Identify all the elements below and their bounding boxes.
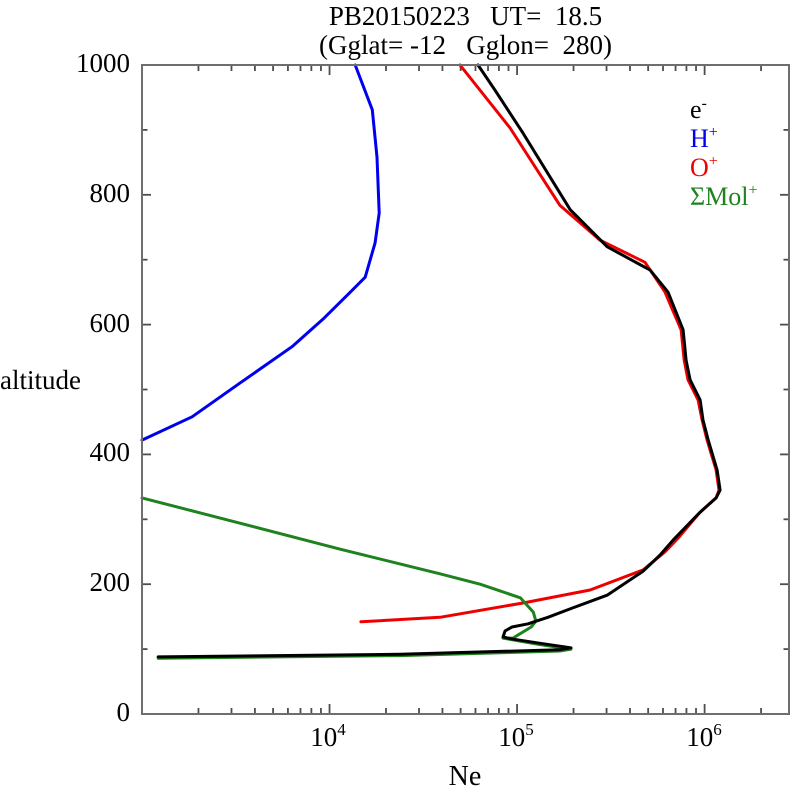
- legend-entry-hydrogen-ion: H+: [690, 124, 718, 153]
- y-tick-label-400: 400: [89, 437, 131, 467]
- y-axis-title: altitude: [0, 365, 81, 395]
- curve-molecular-ions: [140, 496, 573, 660]
- chart-title: PB20150223 UT= 18.5: [328, 1, 603, 31]
- y-tick-label-800: 800: [89, 178, 131, 208]
- x-tick-label-1e6: 106: [686, 720, 722, 752]
- y-tick-label-0: 0: [116, 697, 131, 727]
- data-curves: [140, 63, 722, 660]
- x-tick-label-1e4: 104: [310, 720, 346, 752]
- y-tick-label-600: 600: [89, 308, 131, 338]
- x-axis-title: Ne: [448, 761, 482, 792]
- chart-subtitle: (Gglat= -12 Gglon= 280): [319, 30, 612, 60]
- y-tick-label-200: 200: [89, 567, 131, 597]
- curve-oxygen-ion: [359, 63, 721, 624]
- curve-electron: [156, 63, 722, 659]
- curve-hydrogen-ion: [140, 63, 381, 442]
- plot-frame: [141, 64, 790, 715]
- y-tick-label-1000: 1000: [76, 48, 130, 78]
- x-tick-label-1e5: 105: [498, 720, 534, 752]
- legend-entry-oxygen-ion: O+: [690, 153, 718, 182]
- legend-entry-electron: e-: [690, 95, 707, 124]
- legend-entry-molecular-ions: ΣMol+: [690, 182, 758, 211]
